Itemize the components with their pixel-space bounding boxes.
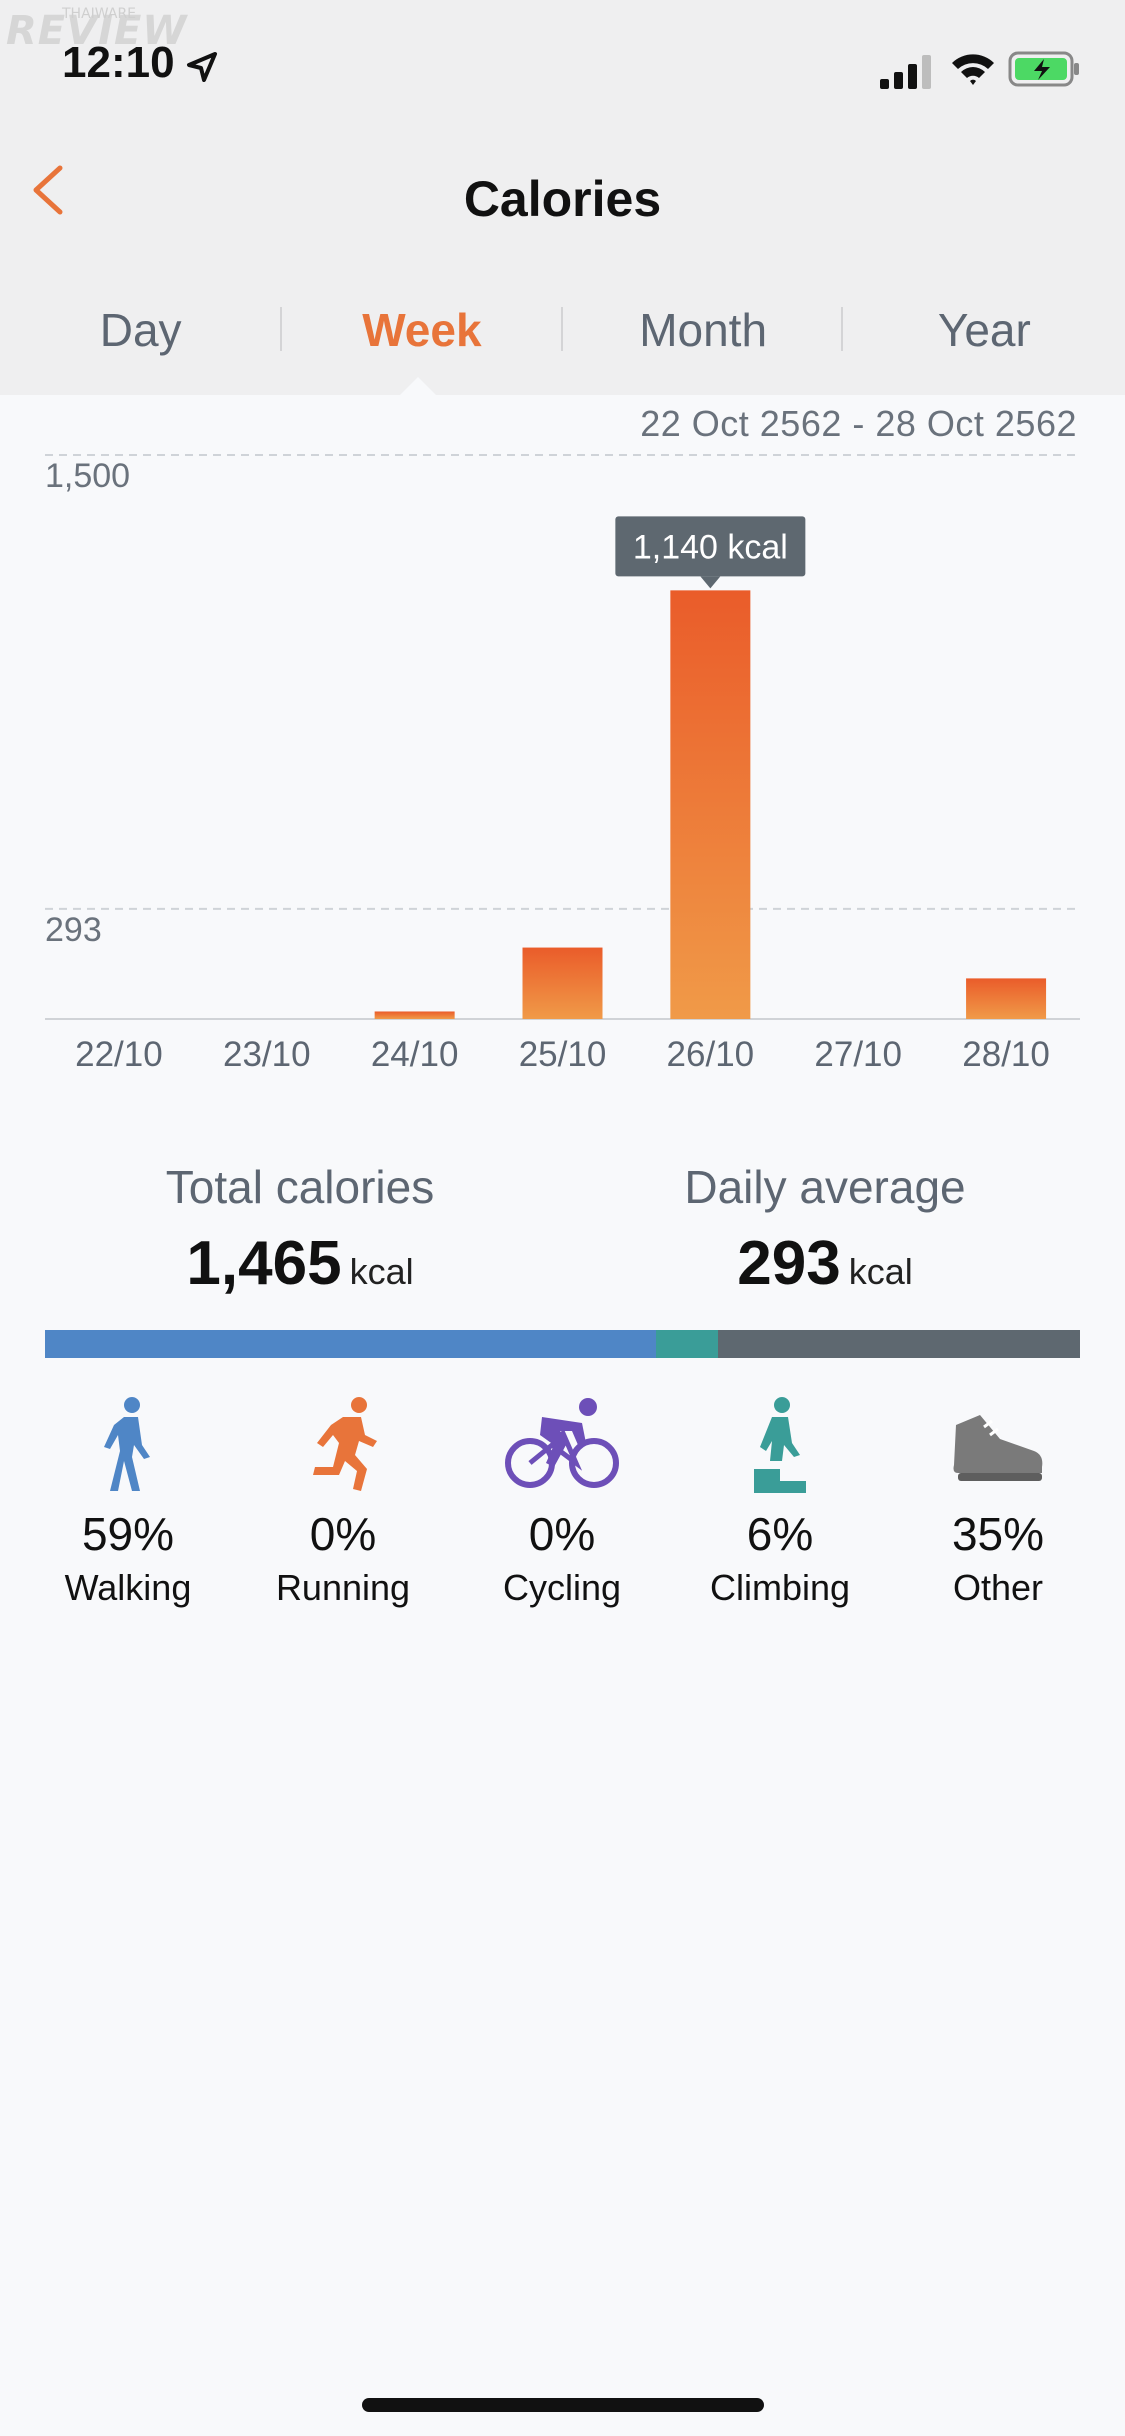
climbing-percent: 6% [746,1508,814,1560]
watermark-logo: REVIEW [6,8,188,54]
running-label: Running [275,1567,411,1608]
tab-divider [561,307,563,351]
tab-year[interactable]: Year [937,304,1031,356]
tab-day[interactable]: Day [99,304,182,356]
wifi-icon [952,54,994,85]
running-icon [313,1397,377,1491]
total-calories-stat: Total calories 1,465 kcal [40,1160,560,1299]
home-indicator[interactable] [362,2398,764,2412]
daily-average-unit: kcal [848,1251,913,1292]
activity-mix-segment [717,1330,1080,1358]
period-tabs: Day Week Month Year [0,295,1125,365]
x-tick-label: 26/10 [667,1035,755,1074]
x-tick-label: 27/10 [814,1035,902,1074]
bar [670,590,751,1019]
daily-average-label: Daily average [684,1161,966,1213]
walking-label: Walking [64,1567,192,1608]
active-tab-indicator [398,377,438,397]
activity-climbing: 6% Climbing [670,1395,890,1609]
back-button[interactable] [26,160,70,220]
watermark-small-text: THAIWARE [62,6,137,22]
total-calories-unit: kcal [349,1251,414,1292]
tab-divider [280,307,282,351]
tooltip-pointer [700,576,721,589]
x-tick-label: 24/10 [371,1035,459,1074]
x-tick-label: 23/10 [223,1035,311,1074]
climbing-icon [754,1397,806,1493]
daily-average-stat: Daily average 293 kcal [565,1160,1085,1299]
climbing-label: Climbing [709,1567,851,1608]
reference-label: 293 [45,911,102,949]
activity-walking: 59% Walking [18,1395,238,1609]
date-range: 22 Oct 2562 - 28 Oct 2562 [640,403,1077,444]
tab-month[interactable]: Month [639,304,768,356]
walking-percent: 59% [81,1508,175,1560]
tooltip-label: 1,140 kcal [633,528,788,566]
tab-week[interactable]: Week [362,304,482,356]
x-tick-label: 28/10 [962,1035,1050,1074]
bar [374,1011,455,1019]
activity-cycling: 0% Cycling [452,1395,672,1609]
total-calories-value: 1,465 [186,1229,342,1298]
status-time: 12:10 [62,38,175,87]
cycling-label: Cycling [502,1567,622,1608]
other-percent: 35% [951,1508,1045,1560]
cycling-percent: 0% [528,1508,596,1560]
bar [522,947,603,1019]
walking-icon [104,1397,150,1491]
page-title: Calories [463,171,662,227]
activity-running: 0% Running [233,1395,453,1609]
bar [966,978,1047,1019]
activity-other: 35% Other [888,1395,1108,1609]
calories-bar-chart: 1,500 293 22/10 23/10 24/10 25/10 26/10 27/10 28… [45,454,1080,1074]
location-arrow-icon [187,52,217,82]
shoe-icon [953,1415,1043,1481]
tab-divider [841,307,843,351]
value-tooltip [615,516,806,577]
running-percent: 0% [309,1508,377,1560]
other-label: Other [952,1567,1044,1608]
activity-mix-segment [45,1330,656,1358]
x-tick-label: 22/10 [75,1035,163,1074]
cellular-signal-icon [880,55,931,89]
activity-mix-bar [45,1330,1080,1358]
x-tick-label: 25/10 [519,1035,607,1074]
cycling-icon [505,1398,619,1488]
total-calories-label: Total calories [165,1161,435,1213]
reference-label: 1,500 [45,457,130,495]
daily-average-value: 293 [737,1229,841,1298]
activity-mix-segment [655,1330,718,1358]
battery-icon [1008,51,1079,87]
